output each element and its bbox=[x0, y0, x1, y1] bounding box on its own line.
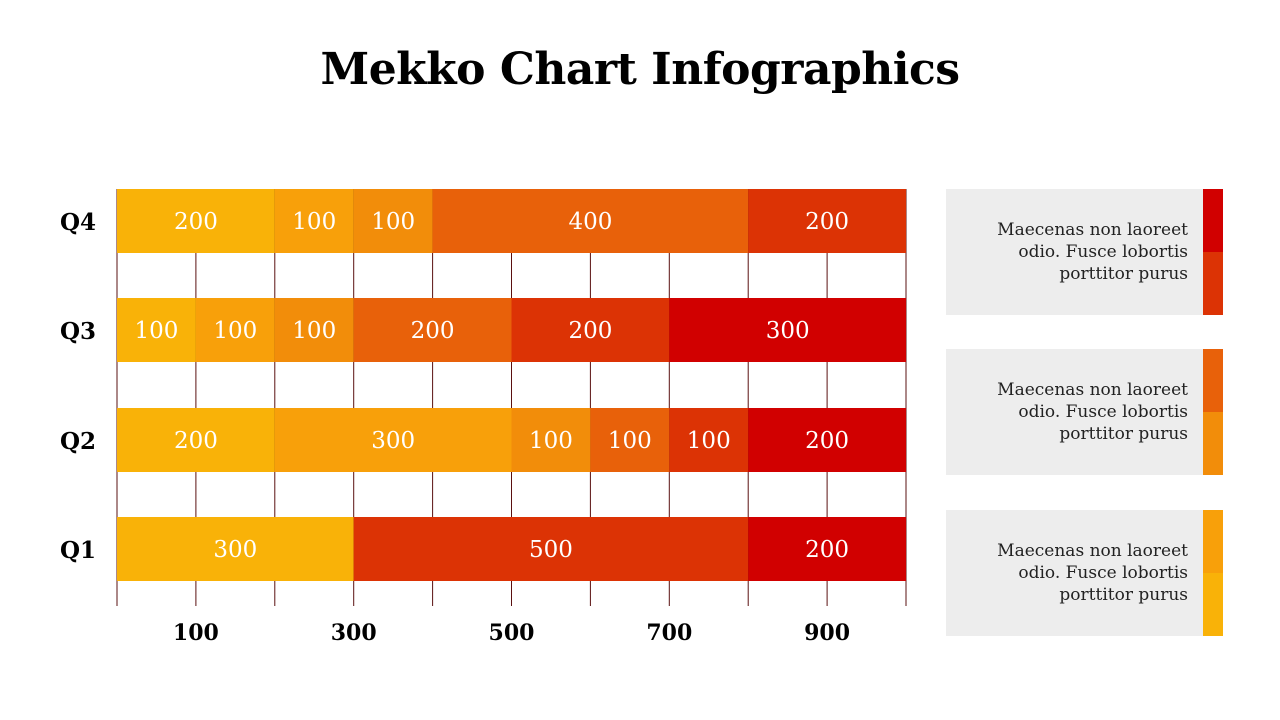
legend-color-strip-top bbox=[1203, 189, 1223, 252]
bar-segment-label: 200 bbox=[568, 318, 612, 344]
mekko-chart: 200 100 100 400 200 Q4 100 100 100 200 200 300 Q3 200… bbox=[60, 189, 907, 646]
x-tick-label: 700 bbox=[646, 620, 692, 646]
bar-segment-label: 100 bbox=[608, 428, 652, 454]
bar-segment-label: 300 bbox=[766, 318, 810, 344]
bar-segment bbox=[195, 298, 275, 362]
bar-segment bbox=[511, 408, 591, 472]
bar-segment-label: 200 bbox=[174, 428, 218, 454]
bar-segment bbox=[353, 189, 433, 253]
bar-segment bbox=[669, 298, 906, 362]
legend-card-text: Maecenas non laoreet odio. Fusce loborti… bbox=[997, 220, 1188, 284]
bar-segment bbox=[432, 189, 749, 253]
bar-segment-label: 300 bbox=[213, 537, 257, 563]
row-label: Q2 bbox=[60, 428, 96, 455]
legend-color-strip-bottom bbox=[1203, 252, 1223, 315]
bar-segment-label: 200 bbox=[805, 537, 849, 563]
legend-color-strip-bottom bbox=[1203, 573, 1223, 636]
bar-segment bbox=[748, 189, 906, 253]
bar-segment bbox=[117, 189, 275, 253]
bar-segment bbox=[274, 189, 354, 253]
row-label: Q4 bbox=[60, 209, 96, 236]
legend-card-2: Maecenas non laoreet odio. Fusce loborti… bbox=[946, 349, 1223, 475]
legend-color-strip-top bbox=[1203, 349, 1223, 412]
bar-segment bbox=[117, 408, 275, 472]
bar-segment-label: 500 bbox=[529, 537, 573, 563]
legend-card-text: Maecenas non laoreet odio. Fusce loborti… bbox=[997, 541, 1188, 605]
bar-segment-label: 100 bbox=[213, 318, 257, 344]
bar-segment bbox=[117, 298, 196, 362]
bar-segment-label: 100 bbox=[687, 428, 731, 454]
bar-segment-label: 200 bbox=[805, 428, 849, 454]
bar-segment bbox=[274, 298, 354, 362]
bar-segment bbox=[669, 408, 749, 472]
bar-segment bbox=[117, 517, 354, 581]
page-title: Mekko Chart Infographics bbox=[320, 44, 960, 95]
bar-segment bbox=[511, 298, 670, 362]
bar-segment-label: 200 bbox=[174, 209, 218, 235]
bar-segment-label: 100 bbox=[292, 209, 336, 235]
bar-segment-label: 100 bbox=[529, 428, 573, 454]
bar-segment bbox=[353, 517, 749, 581]
legend-color-strip-top bbox=[1203, 510, 1223, 573]
bar-segment bbox=[274, 408, 512, 472]
bar-segment-label: 400 bbox=[568, 209, 612, 235]
legend-color-strip-bottom bbox=[1203, 412, 1223, 475]
x-tick-label: 500 bbox=[489, 620, 535, 646]
bar-segment bbox=[353, 298, 512, 362]
legend-card-3: Maecenas non laoreet odio. Fusce loborti… bbox=[946, 510, 1223, 636]
legend-card-1: Maecenas non laoreet odio. Fusce loborti… bbox=[946, 189, 1223, 315]
row-label: Q3 bbox=[60, 318, 96, 345]
bar-segment-label: 100 bbox=[292, 318, 336, 344]
bar-segment-label: 200 bbox=[411, 318, 455, 344]
bar-segment bbox=[748, 408, 906, 472]
legend-card-text: Maecenas non laoreet odio. Fusce loborti… bbox=[997, 380, 1188, 444]
bar-segment bbox=[590, 408, 670, 472]
x-tick-label: 300 bbox=[331, 620, 377, 646]
bar-segment bbox=[748, 517, 906, 581]
row-label: Q1 bbox=[60, 537, 96, 564]
bar-segment-label: 300 bbox=[371, 428, 415, 454]
bar-segment-label: 100 bbox=[371, 209, 415, 235]
bar-segment-label: 200 bbox=[805, 209, 849, 235]
x-tick-label: 100 bbox=[173, 620, 219, 646]
x-tick-label: 900 bbox=[804, 620, 850, 646]
bar-segment-label: 100 bbox=[134, 318, 178, 344]
